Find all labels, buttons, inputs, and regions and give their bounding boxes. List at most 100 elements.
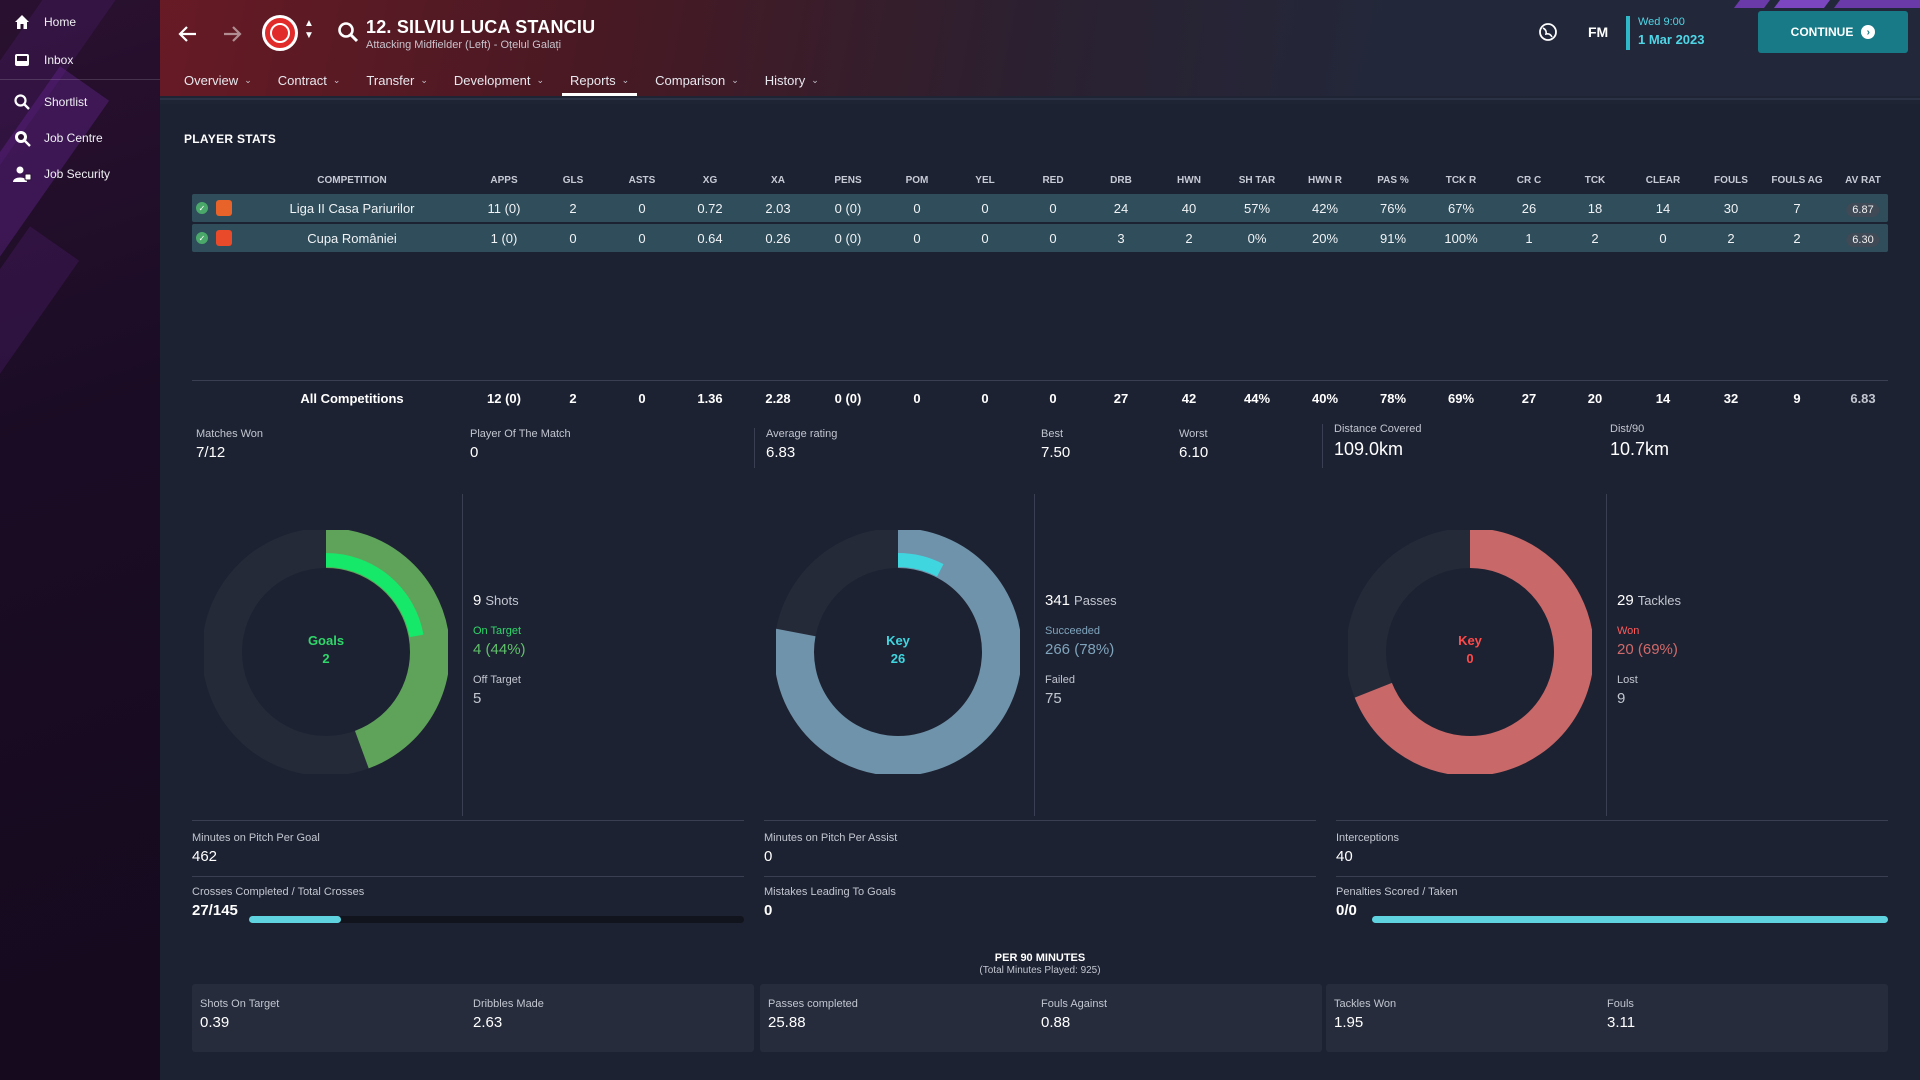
metric-value: 27/145 [192, 902, 238, 919]
tab-reports[interactable]: Reports ⌄ [562, 68, 638, 96]
tab-history[interactable]: History ⌄ [765, 68, 819, 92]
column-header-drb[interactable]: DRB [1110, 174, 1132, 186]
donut-center-value: 0 [1466, 651, 1474, 666]
column-header-fouls[interactable]: FOULS [1714, 174, 1748, 186]
fm-logo[interactable]: FM [1588, 24, 1609, 40]
column-header-pom[interactable]: POM [905, 174, 929, 186]
globe-icon[interactable] [1538, 22, 1558, 42]
on-target-label: On Target [473, 625, 522, 637]
column-header-red[interactable]: RED [1042, 174, 1064, 186]
tab-transfer[interactable]: Transfer ⌄ [366, 68, 427, 92]
header: ▲ ▼ 12. SILVIU LUCA STANCIU Attacking Mid… [160, 0, 1920, 104]
cell-competition[interactable]: Cupa României [307, 230, 397, 246]
column-header-clear[interactable]: CLEAR [1645, 174, 1681, 186]
chevron-down-icon: ⌄ [731, 74, 739, 85]
continue-button[interactable]: CONTINUE › [1758, 11, 1908, 53]
off-target-value: 5 [473, 690, 482, 707]
matches-won-value: 7/12 [196, 444, 226, 461]
best-label: Best [1041, 428, 1064, 440]
cell-fouls: 30 [1723, 200, 1739, 216]
search-icon[interactable] [336, 20, 360, 44]
sidebar-item-label: Shortlist [44, 95, 88, 109]
total-tck-r: 69% [1447, 391, 1475, 406]
per90-label: Shots On Target [200, 998, 280, 1010]
succeeded-value: 266 (78%) [1045, 641, 1115, 658]
tab-overview[interactable]: Overview ⌄ [184, 68, 252, 92]
won-label: Won [1617, 625, 1640, 637]
divider [1606, 494, 1607, 816]
back-button[interactable] [174, 20, 202, 48]
distance-label: Distance Covered [1334, 423, 1422, 435]
table-header: COMPETITION APPS GLS ASTS XG XA PENS POM YEL RED D… [192, 168, 1888, 192]
cell-gls: 0 [569, 230, 577, 246]
cell-xa: 2.03 [765, 200, 791, 216]
arrow-right-icon: › [1861, 25, 1876, 39]
succeeded-label: Succeeded [1045, 625, 1101, 637]
column-header-gls[interactable]: GLS [562, 174, 584, 186]
stats-table: COMPETITION APPS GLS ASTS XG XA PENS POM YEL RED D… [192, 168, 1888, 252]
sidebar-decoration [0, 226, 80, 474]
total-pom: 0 [913, 391, 921, 406]
cell-hwn: 2 [1185, 230, 1193, 246]
column-header-cr-c[interactable]: CR C [1516, 174, 1542, 186]
tab-contract[interactable]: Contract ⌄ [278, 68, 341, 92]
total-competition: All Competitions [300, 391, 404, 406]
table-row[interactable]: ✓ Liga II Casa Pariurilor 11 (0) 2 0 0.72 2.03… [192, 194, 1888, 222]
shots-donut-outer-arc [325, 530, 448, 769]
column-header-yel[interactable]: YEL [975, 174, 995, 186]
continue-label: CONTINUE [1790, 25, 1854, 39]
sidebar-item-job-security[interactable]: Job Security [0, 156, 160, 192]
tab-comparison[interactable]: Comparison ⌄ [655, 68, 739, 92]
donut-center-label: Goals [307, 633, 345, 648]
column-header-asts[interactable]: ASTS [628, 174, 656, 186]
club-switch-chevron-icon[interactable]: ▲ ▼ [304, 18, 314, 41]
cell-asts: 0 [638, 230, 646, 246]
total-yel: 0 [981, 391, 989, 406]
forward-button[interactable] [218, 20, 246, 48]
minutes-per-goal: Minutes on Pitch Per Goal 462 [192, 832, 320, 865]
best-value: 7.50 [1041, 444, 1071, 461]
tab-development[interactable]: Development ⌄ [454, 68, 544, 92]
total-pens: 0 (0) [834, 391, 862, 406]
column-header-xg[interactable]: XG [702, 174, 718, 186]
shots-donut-inner-arc [325, 553, 424, 638]
per90-label: Fouls Against [1041, 998, 1108, 1010]
per90-value: 25.88 [768, 1014, 806, 1031]
tackles-total-label: Tackles [1637, 593, 1682, 608]
sidebar-item-job-centre[interactable]: Job Centre [0, 120, 160, 156]
column-header-hwn-r[interactable]: HWN R [1308, 174, 1342, 186]
column-header-apps[interactable]: APPS [490, 174, 518, 186]
lost-value: 9 [1617, 690, 1626, 707]
cell-sh-tar: 57% [1243, 200, 1271, 216]
column-header-competition[interactable]: COMPETITION [317, 174, 387, 186]
divider [1336, 820, 1888, 821]
column-header-pas-pct[interactable]: PAS % [1377, 174, 1409, 186]
column-header-fouls-ag[interactable]: FOULS AG [1771, 174, 1823, 186]
column-header-pens[interactable]: PENS [834, 174, 862, 186]
sidebar-item-home[interactable]: Home [0, 4, 160, 40]
totals-row: All Competitions 12 (0) 2 0 1.36 2.28 0 (0) 0 0 0… [192, 380, 1888, 412]
passes-total: 341 [1045, 592, 1071, 609]
per90-label: Dribbles Made [473, 998, 544, 1010]
column-header-xa[interactable]: XA [771, 174, 785, 186]
per90-tackles-won: Tackles Won 1.95 [1334, 998, 1396, 1031]
divider [764, 876, 1316, 877]
rating-badge: 6.30 [1846, 232, 1880, 247]
search-icon [12, 92, 32, 112]
game-time: Wed 9:00 [1638, 16, 1685, 28]
rating-badge: 6.87 [1846, 202, 1880, 217]
column-header-tck[interactable]: TCK [1584, 174, 1606, 186]
column-header-av-rat[interactable]: AV RAT [1845, 174, 1881, 186]
sidebar-item-shortlist[interactable]: Shortlist [0, 84, 160, 120]
column-header-tck-r[interactable]: TCK R [1445, 174, 1477, 186]
column-header-hwn[interactable]: HWN [1177, 174, 1201, 186]
table-row[interactable]: ✓ Cupa României 1 (0) 0 0 0.64 0.26 0 (0) 0 0 0 3 2 0… [192, 224, 1888, 252]
cell-drb: 24 [1113, 200, 1129, 216]
column-header-sh-tar[interactable]: SH TAR [1238, 174, 1276, 186]
player-name: 12. SILVIU LUCA STANCIU [366, 17, 596, 37]
cell-competition[interactable]: Liga II Casa Pariurilor [289, 200, 415, 216]
total-red: 0 [1049, 391, 1057, 406]
club-badge[interactable] [262, 15, 298, 51]
sidebar-item-inbox[interactable]: Inbox [0, 40, 160, 80]
minutes-per-assist: Minutes on Pitch Per Assist 0 [764, 832, 897, 865]
